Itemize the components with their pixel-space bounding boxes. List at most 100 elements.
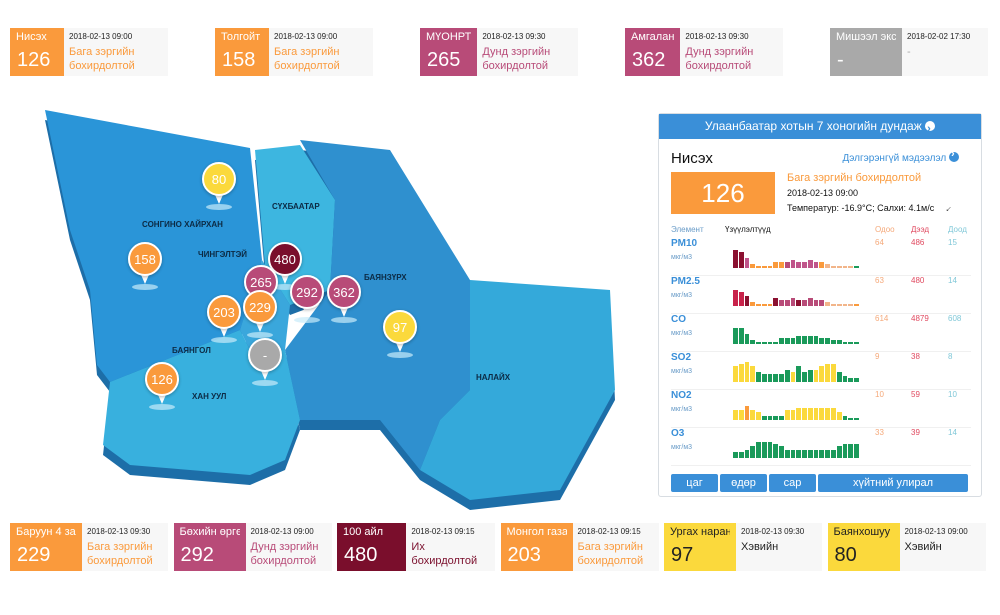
- station-aqi-box: МҮОНРТ 265: [420, 28, 478, 76]
- sparkline: [733, 398, 859, 420]
- station-aqi-box: Амгалан 362: [625, 28, 681, 76]
- station-pin[interactable]: 97: [383, 310, 417, 358]
- spark-bar: [854, 304, 859, 306]
- spark-bar: [802, 300, 807, 306]
- station-status: Дунд зэргийн бохирдолтой: [250, 541, 319, 567]
- spark-bar: [819, 408, 825, 420]
- spark-bar: [813, 370, 819, 382]
- pin-shadow: [149, 404, 175, 410]
- district-map[interactable]: СОНГИНО ХАЙРХАН СҮХБААТАР ЧИНГЭЛТЭЙ БАЯН…: [0, 90, 650, 510]
- details-link[interactable]: Дэлгэрэнгүй мэдээлэл: [843, 148, 959, 164]
- station-time: 2018-02-13 09:15: [411, 527, 475, 536]
- station-aqi-box: Ургах наран 97: [664, 523, 736, 571]
- aqi-value-box: 126: [671, 172, 775, 214]
- station-card[interactable]: МҮОНРТ 265 2018-02-13 09:30 Дунд зэргийн…: [420, 28, 578, 76]
- pollutant-row[interactable]: SO2 мкг/м3 9 38 8: [671, 352, 971, 390]
- station-card[interactable]: 100 айл 480 2018-02-13 09:15 Их бохирдол…: [337, 523, 495, 571]
- pollutant-name: O3: [671, 428, 685, 439]
- spark-bar: [767, 374, 773, 382]
- month-button[interactable]: сар: [769, 474, 816, 492]
- station-card[interactable]: Ургах наран 97 2018-02-13 09:30 Хэвийн: [664, 523, 822, 571]
- station-pin[interactable]: 292: [290, 275, 324, 323]
- value-max: 480: [911, 276, 925, 285]
- spark-bar: [767, 304, 773, 306]
- pin-value: 97: [383, 310, 417, 344]
- spark-bar: [750, 264, 756, 268]
- spark-bar: [784, 450, 790, 458]
- spark-bar: [825, 302, 831, 306]
- station-aqi: 126: [17, 49, 51, 71]
- station-status: Бага зэргийн бохирдолтой: [87, 541, 153, 567]
- district-bayanzurkh[interactable]: [285, 140, 470, 470]
- spark-bar: [738, 292, 744, 306]
- pollutant-row[interactable]: PM2.5 мкг/м3 63 480 14: [671, 276, 971, 314]
- spark-bar: [744, 450, 750, 458]
- sparkline: [733, 360, 859, 382]
- pollutant-row[interactable]: PM10 мкг/м3 64 486 15: [671, 238, 971, 276]
- hour-button[interactable]: цаг: [671, 474, 718, 492]
- station-name: Баруун 4 зам: [16, 526, 76, 538]
- station-name: Толгойт: [221, 31, 261, 43]
- station-status: Их бохирдолтой: [411, 541, 478, 567]
- spark-bar: [848, 444, 854, 458]
- spark-bar: [767, 416, 773, 420]
- spark-bar: [779, 416, 784, 420]
- spark-bar: [848, 266, 854, 268]
- pollutant-name: NO2: [671, 390, 692, 401]
- spark-bar: [784, 262, 790, 268]
- chevron-right-circle-icon: [949, 148, 959, 162]
- station-pin[interactable]: 80: [202, 162, 236, 210]
- spark-bar: [733, 328, 738, 344]
- pollutant-row[interactable]: CO мкг/м3 614 4879 608: [671, 314, 971, 352]
- value-max: 39: [911, 428, 920, 437]
- station-card[interactable]: Бөхийн өргөө 292 2018-02-13 09:00 Дунд з…: [173, 523, 332, 571]
- station-pin[interactable]: 203: [207, 295, 241, 343]
- weekly-average-panel: Улаанбаатар хотын 7 хоногийн дундаж Нисэ…: [658, 113, 982, 497]
- panel-header-text: Улаанбаатар хотын 7 хоногийн дундаж: [704, 119, 922, 133]
- spark-bar: [761, 304, 767, 306]
- spark-bar: [854, 418, 859, 420]
- spark-bar: [790, 410, 796, 420]
- station-pin[interactable]: 229: [243, 290, 277, 338]
- station-status: Бага зэргийн бохирдолтой: [69, 46, 135, 72]
- station-pin[interactable]: 126: [145, 362, 179, 410]
- station-name: Нисэх: [16, 31, 47, 43]
- spark-bar: [819, 300, 825, 306]
- day-button[interactable]: өдөр: [720, 474, 767, 492]
- spark-bar: [750, 340, 756, 344]
- station-pin[interactable]: -: [248, 338, 282, 386]
- station-card[interactable]: Нисэх 126 2018-02-13 09:00 Бага зэргийн …: [10, 28, 168, 76]
- pin-value: 292: [290, 275, 324, 309]
- spark-bar: [854, 444, 859, 458]
- station-card[interactable]: Мишээл экспо - 2018-02-02 17:30 -: [830, 28, 988, 76]
- spark-bar: [738, 410, 744, 420]
- spark-bar: [807, 408, 813, 420]
- station-name: Амгалан: [631, 31, 675, 43]
- station-card[interactable]: Баянхошуу 80 2018-02-13 09:00 Хэвийн: [827, 523, 986, 571]
- spark-bar: [831, 364, 836, 382]
- station-time: 2018-02-13 09:30: [685, 32, 749, 41]
- station-card[interactable]: Монгол газар 203 2018-02-13 09:15 Бага з…: [500, 523, 659, 571]
- station-pin[interactable]: 362: [327, 275, 361, 323]
- spark-bar: [796, 450, 802, 458]
- spark-bar: [744, 406, 750, 420]
- pollutant-row[interactable]: O3 мкг/м3 33 39 14: [671, 428, 971, 466]
- spark-bar: [756, 266, 761, 268]
- district-nalaikh[interactable]: [420, 280, 615, 500]
- spark-bar: [773, 444, 779, 458]
- station-card[interactable]: Амгалан 362 2018-02-13 09:30 Дунд зэргий…: [625, 28, 783, 76]
- spark-bar: [796, 336, 802, 344]
- district-label: ЧИНГЭЛТЭЙ: [198, 250, 248, 259]
- station-card[interactable]: Баруун 4 зам 229 2018-02-13 09:30 Бага з…: [10, 523, 168, 571]
- station-aqi: 480: [344, 544, 378, 566]
- pollutant-row[interactable]: NO2 мкг/м3 10 59 10: [671, 390, 971, 428]
- spark-bar: [733, 250, 738, 268]
- district-label: БАЯНГОЛ: [172, 346, 211, 355]
- value-now: 10: [875, 390, 884, 399]
- spark-bar: [738, 452, 744, 458]
- value-max: 486: [911, 238, 925, 247]
- station-card[interactable]: Толгойт 158 2018-02-13 09:00 Бага зэргий…: [215, 28, 373, 76]
- panel-header-link[interactable]: Улаанбаатар хотын 7 хоногийн дундаж: [659, 114, 981, 142]
- station-pin[interactable]: 158: [128, 242, 162, 290]
- winter-season-button[interactable]: хүйтний улирал: [818, 474, 968, 492]
